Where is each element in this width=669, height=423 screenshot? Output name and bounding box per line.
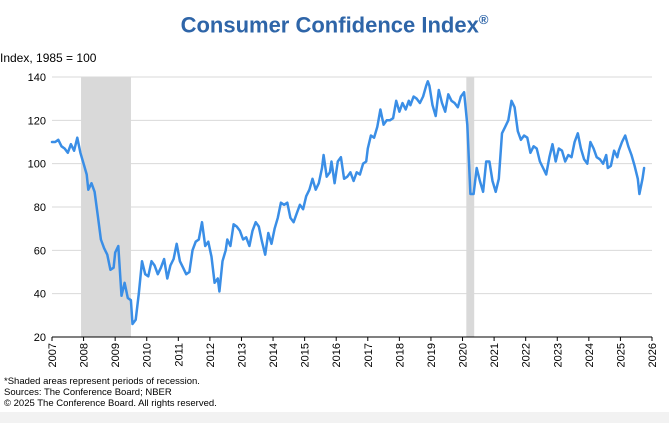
x-tick-label: 2011 (173, 343, 185, 367)
x-tick-label: 2025 (615, 343, 627, 367)
x-tick-label: 2017 (363, 343, 375, 367)
x-tick-label: 2007 (47, 343, 59, 367)
y-tick-label: 100 (28, 159, 46, 171)
x-tick-label: 2026 (647, 343, 659, 367)
x-tick-label: 2018 (394, 343, 406, 367)
x-tick-label: 2014 (268, 343, 280, 367)
x-tick-label: 2022 (521, 343, 533, 367)
series-line (50, 80, 646, 326)
x-tick-label: 2020 (458, 343, 470, 367)
x-tick-label: 2009 (110, 343, 122, 367)
x-tick-label: 2016 (331, 343, 343, 367)
copyright-note: © 2025 The Conference Board. All rights … (4, 398, 217, 409)
registered-mark: ® (478, 12, 489, 27)
sources-note: Sources: The Conference Board; NBER (4, 387, 172, 398)
bottom-band (0, 412, 669, 423)
recession-note: *Shaded areas represent periods of reces… (4, 376, 200, 387)
x-tick-label: 2015 (300, 343, 312, 367)
x-tick-label: 2008 (79, 343, 91, 367)
x-tick-label: 2019 (426, 343, 438, 367)
y-axis-label: Index, 1985 = 100 (0, 51, 97, 65)
chart-footer: *Shaded areas represent periods of reces… (4, 376, 217, 409)
x-tick-label: 2013 (236, 343, 248, 367)
y-tick-label: 140 (28, 72, 46, 84)
y-tick-label: 60 (34, 245, 46, 257)
y-tick-label: 20 (34, 332, 46, 344)
y-tick-label: 120 (28, 115, 46, 127)
x-tick-label: 2012 (205, 343, 217, 367)
y-tick-label: 40 (34, 289, 46, 301)
x-tick-label: 2023 (552, 343, 564, 367)
x-tick-label: 2024 (584, 343, 596, 367)
y-tick-label: 80 (34, 202, 46, 214)
x-tick-label: 2021 (489, 343, 501, 367)
chart-title: Consumer Confidence Index® (0, 12, 669, 38)
x-tick-label: 2010 (142, 343, 154, 367)
chart-title-text: Consumer Confidence Index (180, 12, 479, 38)
